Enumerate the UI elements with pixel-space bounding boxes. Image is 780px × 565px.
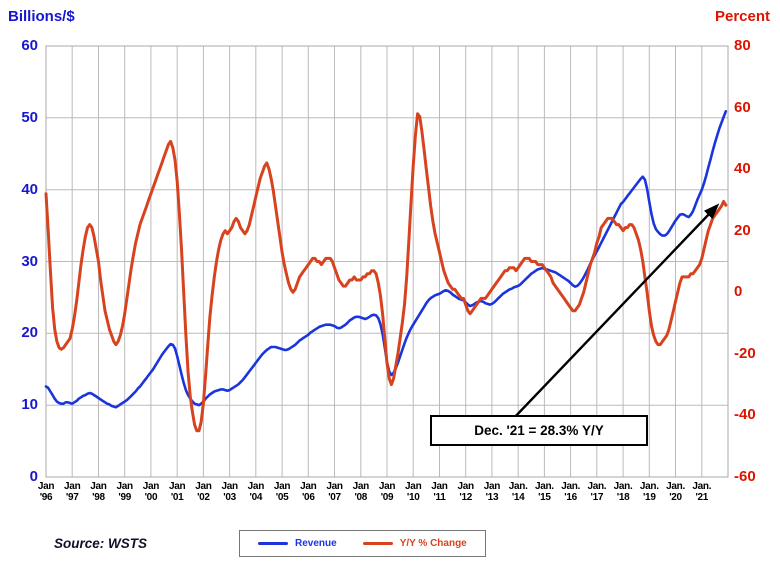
right-axis-tick: 0 — [734, 283, 743, 301]
x-axis-tick: Jan '08 — [352, 481, 370, 503]
left-axis-tick: 10 — [21, 396, 38, 414]
legend-label-yoy-change: Y/Y % Change — [399, 538, 467, 549]
x-axis-tick: Jan '07 — [326, 481, 343, 503]
yoy-change-line-swatch — [362, 542, 393, 545]
right-axis-tick: 80 — [734, 37, 751, 54]
legend: Revenue Y/Y % Change — [239, 530, 486, 557]
legend-item-revenue: Revenue — [258, 538, 337, 549]
x-axis-tick: Jan '06 — [300, 481, 317, 503]
x-axis-tick: Jan '04 — [247, 481, 265, 503]
plot-border — [45, 45, 729, 478]
x-axis-tick: Jan. '20 — [666, 481, 685, 503]
x-axis-tick: Jan. '21 — [692, 481, 712, 503]
right-axis-tick: 20 — [734, 221, 751, 239]
x-axis-tick: Jan '05 — [273, 481, 291, 503]
left-axis-tick: 0 — [29, 468, 38, 485]
x-axis-tick: Jan '97 — [64, 481, 81, 503]
source-label: Source: WSTS — [54, 536, 148, 551]
right-axis-title: Percent — [714, 8, 770, 25]
right-axis-tick: 60 — [734, 98, 751, 116]
x-axis-tick: Jan '03 — [221, 481, 238, 503]
x-axis-tick: Jan '01 — [168, 481, 186, 503]
x-axis-tick: Jan '02 — [195, 481, 212, 503]
x-axis-tick: Jan '12 — [457, 481, 475, 503]
x-axis-tick: Jan. '15 — [534, 481, 554, 503]
right-axis-tick: -40 — [734, 406, 756, 424]
left-axis-tick: 20 — [21, 324, 38, 342]
x-axis-tick: Jan '09 — [378, 481, 396, 503]
x-axis-tick: Jan. '16 — [561, 481, 581, 503]
x-axis-tick: Jan. '17 — [587, 481, 607, 503]
x-axis-tick: Jan '99 — [116, 481, 134, 503]
left-axis-tick: 30 — [21, 252, 38, 270]
x-axis-tick: Jan '10 — [405, 481, 422, 503]
left-axis-tick: 40 — [21, 180, 38, 198]
annotation-arrow — [511, 203, 720, 421]
x-axis-tick: Jan '11 — [431, 481, 448, 503]
legend-item-yoy-change: Y/Y % Change — [362, 538, 467, 549]
x-axis-tick: Jan '00 — [142, 481, 160, 503]
x-axis-tick: Jan. '18 — [613, 481, 633, 503]
yoy-change-line — [44, 112, 728, 433]
x-axis-tick: Jan '13 — [483, 481, 501, 503]
x-axis-tick: Jan. '14 — [508, 481, 528, 503]
right-axis-tick: 40 — [734, 160, 751, 178]
right-axis-tick: -20 — [734, 344, 756, 362]
gridlines — [45, 45, 729, 478]
right-axis-tick-labels: 80 60 40 20 0 -20 -40 -60 — [734, 0, 778, 565]
x-axis-tick: Jan '96 — [37, 481, 55, 503]
annotation-callout: Dec. '21 = 28.3% Y/Y — [430, 415, 648, 446]
legend-label-revenue: Revenue — [295, 538, 337, 549]
left-axis-tick-labels: 60 50 40 30 20 10 0 — [2, 0, 40, 565]
x-axis-tick: Jan '98 — [90, 481, 107, 503]
left-axis-tick: 50 — [21, 108, 38, 126]
revenue-line-swatch — [258, 542, 288, 545]
x-axis-tick: Jan. '19 — [639, 481, 659, 503]
left-axis-title: Billions/$ — [8, 8, 75, 25]
left-axis-tick: 60 — [21, 37, 38, 54]
right-axis-tick: -60 — [734, 468, 756, 485]
